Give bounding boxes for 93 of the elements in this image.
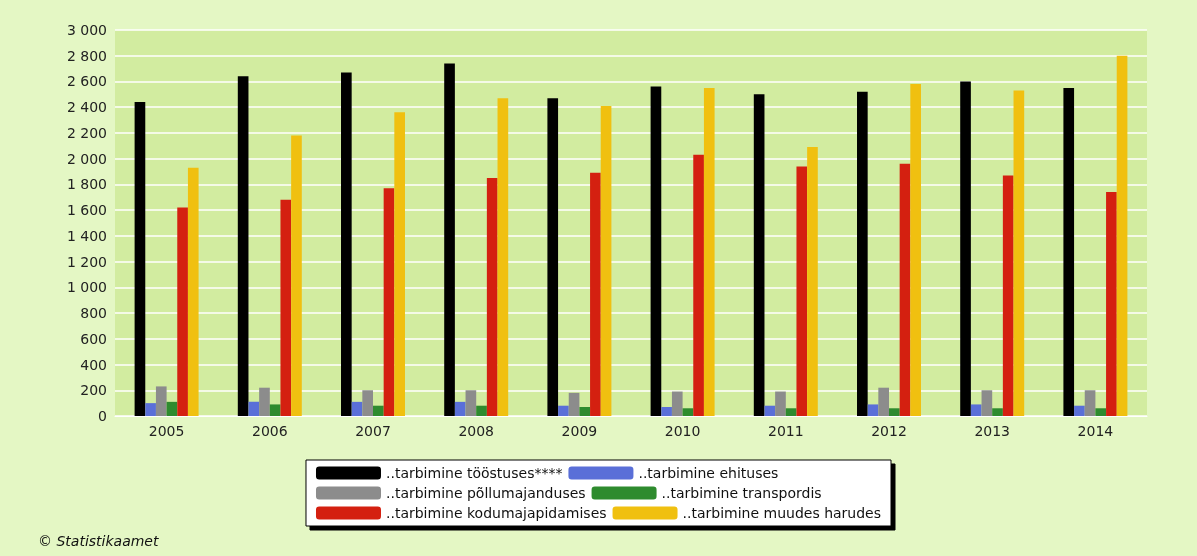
legend-label: ..tarbimine ehituses (638, 465, 779, 481)
bar (1063, 87, 1075, 416)
bar (1013, 90, 1025, 416)
bar (590, 172, 601, 416)
bar (351, 401, 363, 416)
y-tick-label: 2 200 (66, 124, 107, 141)
x-tick-label: 2014 (1077, 423, 1114, 439)
legend-label: ..tarbimine transpordis (661, 485, 822, 501)
bar (383, 188, 395, 416)
bar (486, 177, 498, 416)
x-tick-label: 2006 (251, 423, 288, 439)
bar (693, 154, 704, 416)
y-tick-label: 800 (80, 305, 107, 322)
bar (857, 91, 868, 416)
bar (155, 386, 167, 416)
bar (753, 94, 765, 416)
x-tick-label: 2005 (148, 423, 185, 439)
bar (899, 163, 911, 416)
y-tick-label: 400 (80, 356, 107, 373)
bar (1074, 405, 1085, 416)
y-tick-label: 1 600 (66, 202, 107, 219)
x-tick-label: 2010 (664, 423, 701, 439)
bar (981, 390, 993, 416)
bar (394, 112, 405, 416)
bar (579, 406, 591, 416)
legend-label: ..tarbimine põllumajanduses (385, 485, 586, 501)
legend-label: ..tarbimine muudes harudes (682, 505, 882, 521)
bar (1095, 408, 1107, 416)
bar (600, 105, 612, 416)
bar (465, 390, 477, 416)
bar (1084, 390, 1096, 416)
bar (785, 408, 797, 416)
bar (671, 391, 683, 416)
bar (237, 76, 249, 416)
bar (187, 167, 199, 416)
bar (547, 98, 559, 416)
bar (1002, 175, 1014, 416)
y-tick-label: 1 800 (66, 176, 107, 193)
bar (476, 405, 487, 416)
x-tick-label: 2009 (561, 423, 598, 439)
y-tick-label: 1 000 (66, 279, 107, 296)
bar (796, 166, 808, 416)
bar (444, 63, 455, 416)
text: © Statistikaamet (38, 533, 159, 549)
x-tick-label: 2011 (767, 423, 804, 439)
y-tick-label: 2 000 (66, 150, 107, 167)
bar (992, 408, 1003, 416)
legend-label: ..tarbimine tööstuses**** (385, 465, 563, 481)
bar (1116, 55, 1128, 416)
bar (889, 408, 900, 416)
y-tick-label: 200 (80, 382, 107, 399)
y-tick-label: 3 000 (66, 22, 107, 38)
y-tick-label: 2 600 (66, 73, 107, 90)
y-tick-label: 2 800 (66, 47, 107, 64)
bar (454, 401, 466, 416)
legend-label: ..tarbimine kodumajapidamises (385, 505, 607, 521)
bar (661, 406, 672, 416)
bar (703, 87, 715, 416)
bar (558, 405, 569, 416)
bar (1106, 192, 1117, 416)
bar (269, 404, 281, 416)
bar (145, 403, 156, 416)
bar (867, 404, 879, 416)
y-tick-label: 0 (98, 408, 107, 424)
y-tick-label: 2 400 (66, 99, 107, 116)
bar (134, 102, 146, 416)
bar (259, 387, 270, 416)
x-tick-label: 2012 (871, 423, 907, 439)
bar (650, 86, 662, 416)
bar (682, 408, 694, 416)
bar (177, 207, 188, 416)
bar (960, 81, 971, 416)
bar (362, 390, 373, 416)
bar (568, 392, 580, 416)
bar (291, 135, 302, 416)
bar (970, 404, 982, 416)
bar (910, 84, 921, 416)
x-tick-label: 2008 (458, 423, 495, 439)
bar (775, 391, 786, 416)
bar (280, 199, 292, 416)
x-tick-label: 2013 (974, 423, 1011, 439)
bar (166, 401, 178, 416)
bar (878, 387, 889, 416)
bar (497, 98, 509, 416)
y-tick-label: 1 200 (66, 253, 107, 270)
y-tick-label: 600 (80, 330, 107, 347)
y-tick-label: 1 400 (66, 227, 107, 244)
bar (807, 147, 818, 416)
bar (764, 405, 776, 416)
bar (341, 72, 352, 416)
bar (248, 401, 260, 416)
x-tick-label: 2007 (355, 423, 391, 439)
bar (373, 405, 384, 416)
